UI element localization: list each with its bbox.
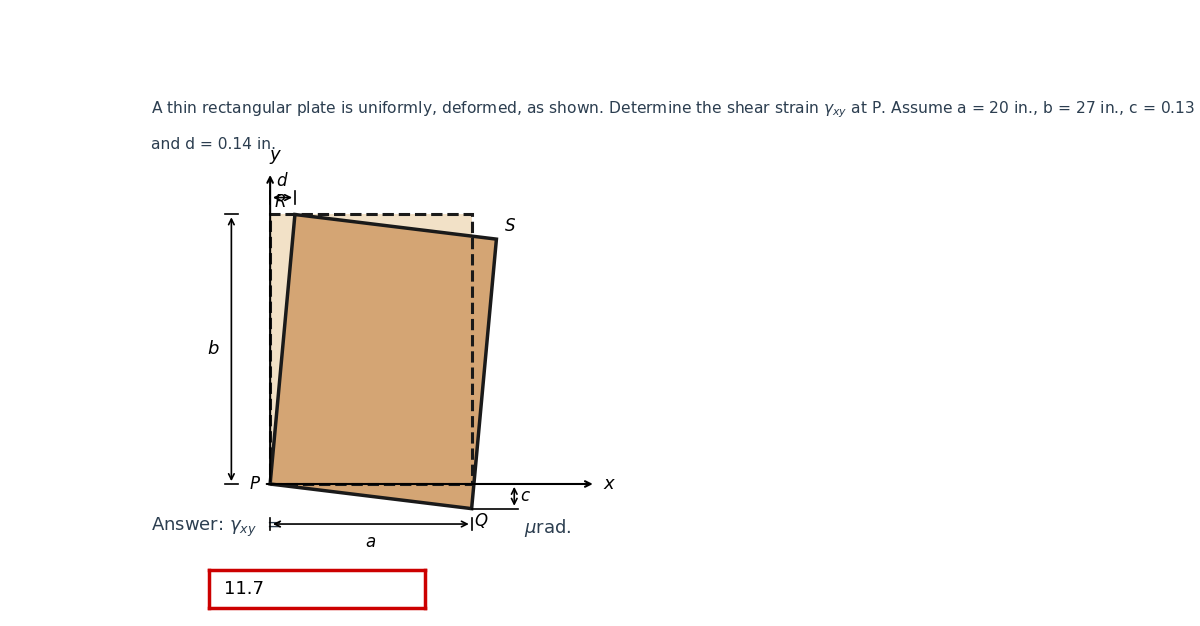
Polygon shape: [270, 215, 472, 484]
Text: $\mu$rad.: $\mu$rad.: [523, 517, 571, 539]
Text: $R$: $R$: [274, 193, 286, 210]
Text: Answer: $\gamma_{xy}$  =: Answer: $\gamma_{xy}$ =: [151, 516, 282, 540]
Text: $c$: $c$: [521, 487, 532, 505]
Text: $d$: $d$: [276, 172, 289, 190]
Text: $P$: $P$: [248, 475, 260, 493]
Text: $b$: $b$: [208, 341, 220, 358]
Text: $a$: $a$: [365, 533, 377, 552]
Text: $Q$: $Q$: [474, 511, 488, 530]
Polygon shape: [270, 215, 497, 509]
Text: $x$: $x$: [604, 475, 617, 493]
Text: $i$: $i$: [192, 580, 199, 598]
Text: A thin rectangular plate is uniformly, deformed, as shown. Determine the shear s: A thin rectangular plate is uniformly, d…: [151, 99, 1200, 120]
Text: $y$: $y$: [269, 148, 282, 166]
Text: and d = 0.14 in.: and d = 0.14 in.: [151, 138, 276, 153]
Text: 11.7: 11.7: [224, 580, 264, 598]
Text: $S$: $S$: [504, 217, 516, 235]
